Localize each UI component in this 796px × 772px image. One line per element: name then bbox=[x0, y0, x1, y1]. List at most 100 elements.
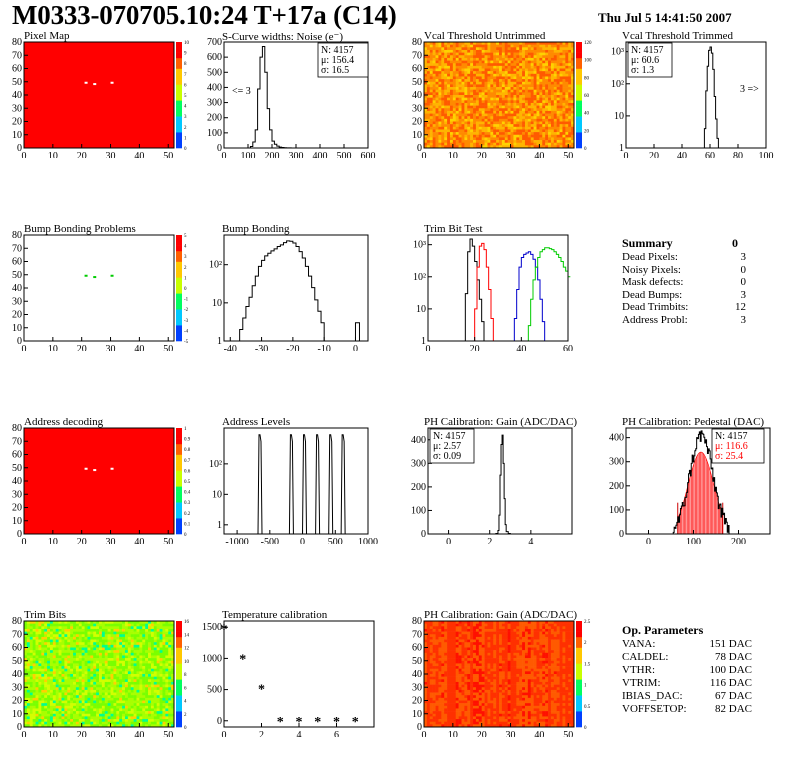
vcal-untrimmed-cell bbox=[481, 134, 485, 138]
trim-bits-map-cell bbox=[119, 623, 123, 627]
trim-bits-map-cell bbox=[104, 689, 108, 693]
vcal-untrimmed-cell bbox=[516, 102, 520, 106]
vcal-untrimmed-cell bbox=[550, 79, 555, 83]
trim-bits-map-cell bbox=[67, 687, 71, 691]
trim-bits-map-cell bbox=[47, 711, 51, 715]
trim-bits-map-cell bbox=[61, 623, 65, 627]
vcal-untrimmed-cell bbox=[553, 81, 557, 85]
bump-map-colorbar-seg bbox=[176, 245, 182, 252]
trim-bits-map-cell bbox=[159, 647, 163, 651]
vcal-untrimmed-cell bbox=[550, 126, 555, 130]
vcal-untrimmed-cell bbox=[481, 71, 485, 75]
vcal-untrimmed-cell bbox=[473, 44, 477, 48]
trim-bits-map-cell bbox=[24, 679, 28, 683]
vcal-untrimmed-cell bbox=[565, 79, 569, 83]
trim-bits-map-cell bbox=[165, 666, 169, 669]
trim-bits-map-cell bbox=[75, 623, 80, 627]
trim-bits-map-cell bbox=[130, 644, 134, 648]
address-map-colorbar-seg bbox=[176, 502, 182, 508]
vcal-untrimmed-cell bbox=[501, 87, 506, 90]
vcal-untrimmed-cell bbox=[493, 65, 497, 69]
vcal-untrimmed-cell bbox=[444, 140, 448, 143]
trim-bits-map-cell bbox=[101, 668, 106, 672]
vcal-untrimmed-cell bbox=[490, 110, 494, 114]
vcal-untrimmed-cell bbox=[432, 73, 436, 77]
vcal-untrimmed-cell bbox=[432, 105, 436, 109]
trim-bits-map-cell bbox=[29, 655, 33, 659]
vcal-untrimmed-cell bbox=[424, 87, 428, 90]
vcal-untrimmed-cell bbox=[499, 110, 503, 114]
vcal-untrimmed-cell bbox=[449, 97, 454, 101]
vcal-untrimmed-ytick-label: 60 bbox=[412, 64, 422, 75]
trim-bits-map-cell bbox=[145, 663, 149, 667]
vcal-untrimmed-cell bbox=[539, 76, 543, 80]
vcal-untrimmed-cell bbox=[481, 81, 485, 85]
trim-bits-map-cell bbox=[58, 636, 62, 640]
vcal-untrimmed-cell bbox=[559, 105, 563, 109]
vcal-untrimmed-cell bbox=[470, 126, 474, 130]
vcal-untrimmed-cell bbox=[429, 121, 433, 125]
trim-bits-map-cell bbox=[55, 647, 59, 651]
ph-gain-map-cell bbox=[429, 663, 433, 667]
trim-bits-map-cell bbox=[162, 689, 166, 693]
trim-bits-map-cell bbox=[96, 626, 100, 630]
vcal-untrimmed-colorbar-seg bbox=[576, 126, 582, 133]
trim-bits-map-cell bbox=[133, 687, 137, 691]
vcal-untrimmed-cell bbox=[452, 124, 457, 128]
trim-bits-map-cell bbox=[55, 681, 59, 685]
vcal-untrimmed-cell bbox=[565, 84, 569, 88]
trim-bits-map-cell bbox=[130, 708, 134, 712]
vcal-untrimmed-cell bbox=[484, 44, 488, 48]
trim-bits-map-cell bbox=[107, 703, 111, 707]
vcal-untrimmed-cell bbox=[461, 81, 465, 85]
vcal-untrimmed-cell bbox=[571, 89, 575, 93]
trim-bits-map-cell bbox=[44, 623, 48, 627]
vcal-untrimmed-cell bbox=[473, 137, 477, 141]
trim-bits-map-cell bbox=[104, 668, 108, 672]
trim-bits-map-cell bbox=[150, 660, 155, 664]
trim-bits-map-cell bbox=[87, 695, 91, 699]
trim-bits-map-cell bbox=[159, 655, 163, 659]
ph-gain-map-cell bbox=[438, 684, 442, 688]
trim-bits-map-cell bbox=[101, 679, 106, 683]
vcal-untrimmed-cell bbox=[542, 140, 546, 143]
trim-bits-map-cell bbox=[130, 631, 134, 635]
trim-bits-map-cell bbox=[75, 692, 80, 696]
trim-bits-map-cell bbox=[148, 658, 152, 662]
trim-bits-map-cell bbox=[142, 719, 146, 722]
vcal-untrimmed-cell bbox=[478, 121, 482, 125]
ph-gain-map-cell bbox=[432, 708, 436, 712]
trim-bits-map-cell bbox=[110, 708, 114, 712]
vcal-untrimmed-cell bbox=[467, 110, 471, 114]
trim-bits-map-cell bbox=[84, 700, 88, 704]
vcal-untrimmed-cell bbox=[464, 63, 468, 67]
trim-bits-map-cell bbox=[32, 655, 36, 659]
vcal-untrimmed-cell bbox=[519, 102, 523, 106]
vcal-untrimmed-cell bbox=[522, 124, 526, 128]
trim-bits-map-cell bbox=[35, 724, 39, 728]
trim-bits-map-cell bbox=[130, 668, 134, 672]
trim-bits-map-cell bbox=[70, 621, 74, 624]
vcal-untrimmed-cell bbox=[536, 134, 540, 138]
trim-bits-map-cell bbox=[168, 644, 172, 648]
trim-bits-map-cell bbox=[58, 663, 62, 667]
trim-bits-map-cell bbox=[99, 655, 103, 659]
ph-gain-map-cell bbox=[432, 689, 436, 693]
vcal-untrimmed-cell bbox=[539, 57, 543, 61]
vcal-untrimmed-cell bbox=[484, 63, 488, 67]
vcal-untrimmed-cell bbox=[455, 97, 459, 101]
trim-bits-map-cell bbox=[142, 634, 146, 638]
bump-map-colorbar-seg bbox=[176, 293, 182, 299]
trim-bits-map-cell bbox=[81, 663, 85, 667]
vcal-untrimmed-cell bbox=[470, 79, 474, 83]
vcal-untrimmed-cell bbox=[542, 47, 546, 51]
trim-bits-map-cell bbox=[150, 684, 155, 688]
ph-gain-map-cell bbox=[429, 724, 433, 728]
trim-bits-map-cell bbox=[90, 647, 94, 651]
vcal-untrimmed-cell bbox=[444, 84, 448, 88]
trim-bits-map-cell bbox=[96, 647, 100, 651]
trim-bits-map-cell bbox=[64, 647, 68, 651]
vcal-untrimmed-cell bbox=[487, 71, 491, 75]
trim-bits-map-cell bbox=[55, 650, 59, 654]
vcal-untrimmed-cell bbox=[447, 57, 451, 61]
